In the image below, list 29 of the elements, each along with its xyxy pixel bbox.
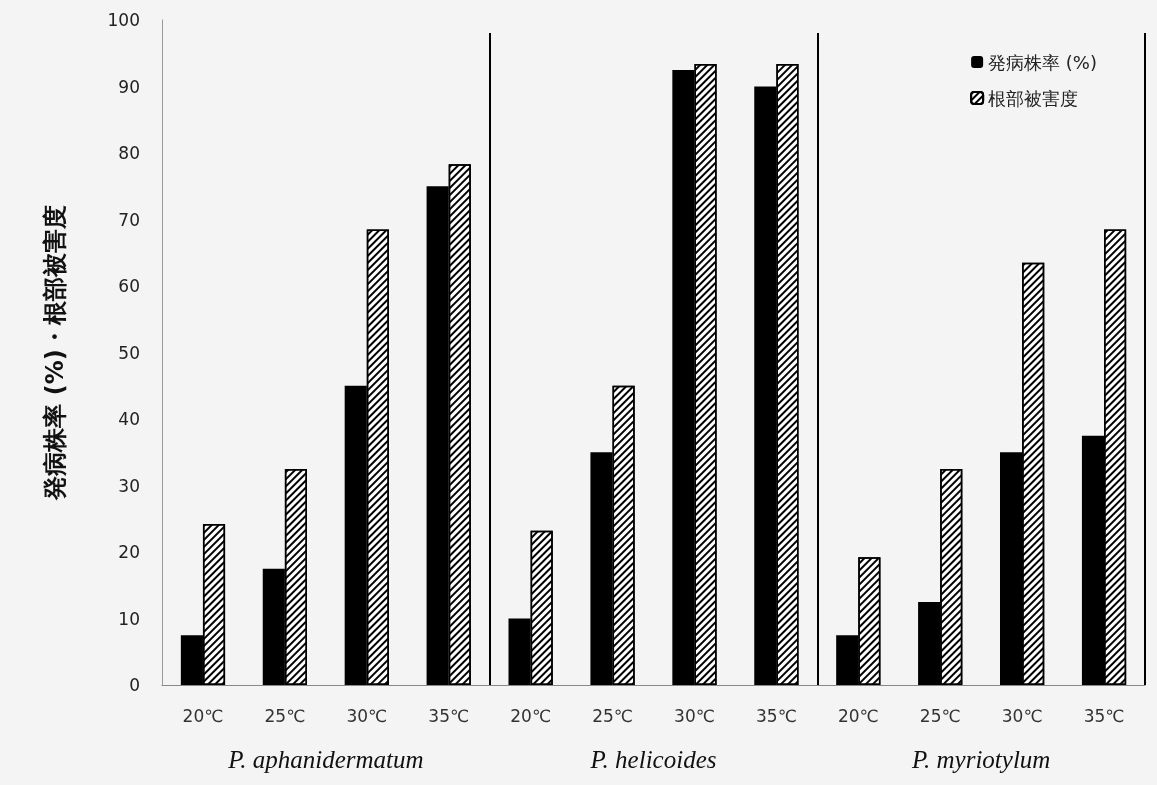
- y-tick-label: 50: [118, 342, 140, 363]
- x-tick-label: 35℃: [428, 705, 470, 726]
- x-tick-label: 20℃: [510, 705, 551, 726]
- text: P. helicoides: [589, 746, 717, 773]
- x-tick-label: 25℃: [919, 705, 961, 726]
- legend-label: 根部被害度: [988, 87, 1079, 109]
- y-axis-title: 発病株率 (%)・根部被害度: [41, 205, 69, 501]
- y-tick-label: 20: [118, 542, 140, 562]
- y-tick-label: 10: [118, 608, 140, 629]
- y-tick-label: 70: [118, 209, 140, 230]
- x-tick-label: 25℃: [592, 705, 633, 726]
- y-tick-label: 40: [118, 409, 140, 429]
- y-tick-label: 30: [118, 475, 140, 496]
- x-tick-label: 30℃: [1001, 705, 1043, 726]
- x-tick-label: 25℃: [264, 705, 306, 726]
- y-tick-label: 90: [118, 76, 140, 97]
- text: P. aphanidermatum: [227, 746, 424, 773]
- x-tick-label: 20℃: [837, 705, 879, 726]
- x-tick-label: 30℃: [346, 705, 388, 726]
- x-tick-label: 35℃: [756, 705, 797, 726]
- x-tick-label: 30℃: [674, 705, 715, 726]
- y-tick-label: 0: [129, 675, 140, 695]
- text: P. myriotylum: [910, 746, 1051, 773]
- legend-label: 発病株率 (%): [988, 51, 1097, 73]
- y-tick-label: 100: [107, 10, 140, 30]
- y-tick-label: 60: [118, 276, 140, 296]
- x-tick-label: 20℃: [182, 705, 224, 726]
- x-tick-label: 35℃: [1083, 705, 1125, 726]
- y-tick-label: 80: [118, 143, 140, 163]
